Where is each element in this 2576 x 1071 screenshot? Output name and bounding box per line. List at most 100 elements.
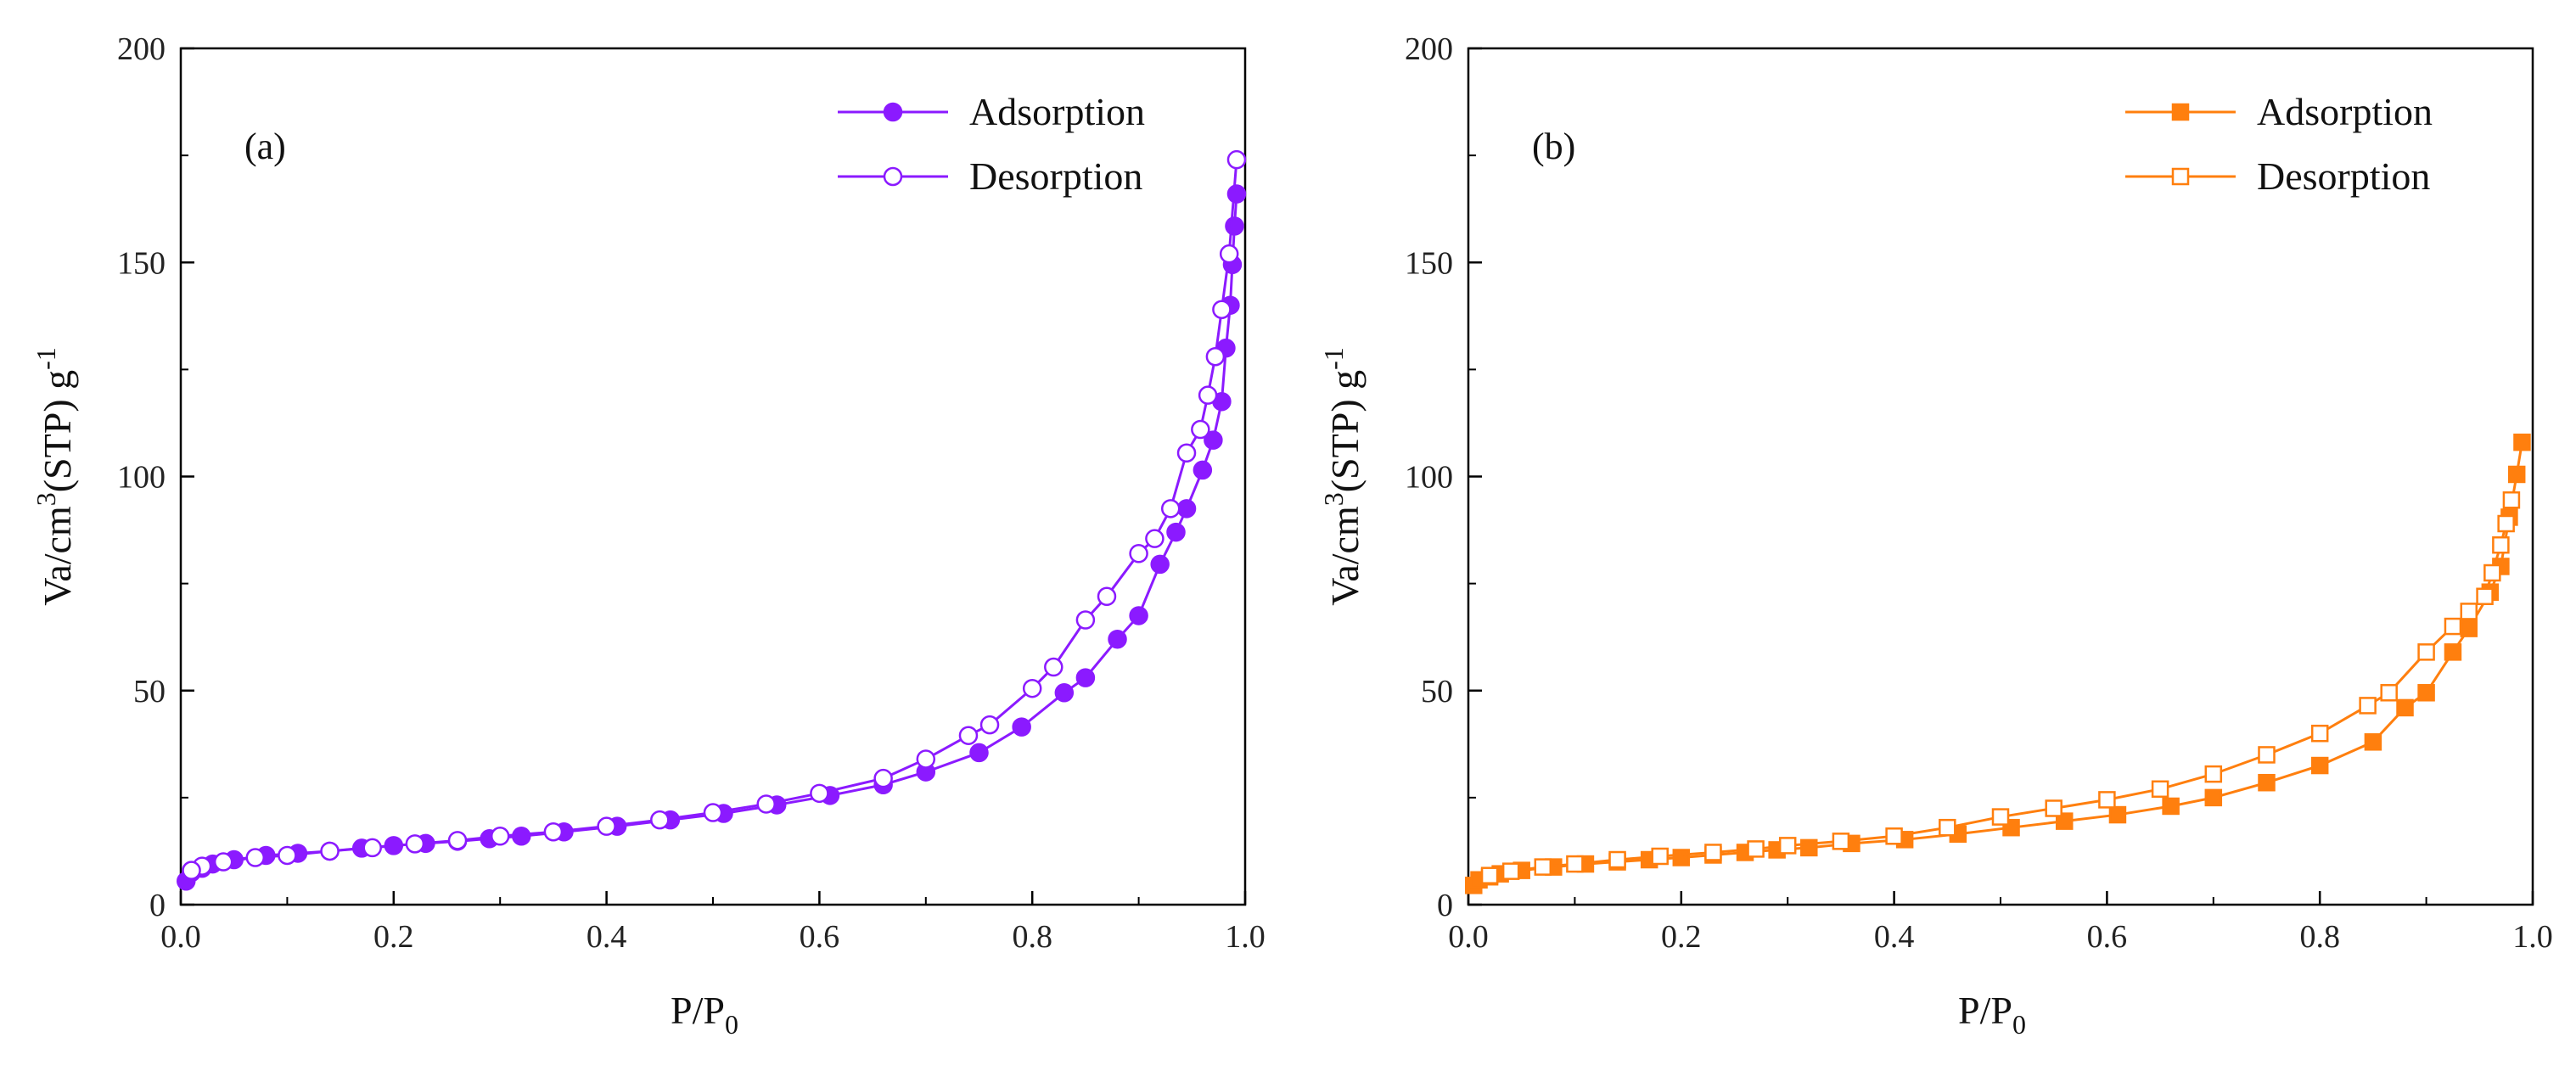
legend-entry-adsorption: Adsorption: [838, 90, 1145, 133]
data-point-desorption: [756, 794, 776, 814]
data-point-desorption: [1022, 678, 1042, 698]
x-tick-label: 0.4: [586, 919, 627, 955]
data-point-adsorption: [2417, 684, 2435, 702]
data-point-desorption: [2460, 603, 2478, 620]
data-point-adsorption: [2396, 698, 2414, 717]
data-point-desorption: [2483, 564, 2501, 582]
data-point-desorption: [320, 841, 340, 861]
data-point-desorption: [650, 810, 670, 830]
data-point-desorption: [182, 861, 201, 880]
data-point-adsorption: [2055, 812, 2074, 830]
y-tick-label: 200: [1405, 31, 1453, 67]
data-point-adsorption: [1012, 717, 1031, 737]
data-point-adsorption: [1204, 430, 1223, 450]
series-adsorption: [177, 184, 1247, 891]
data-point-desorption: [1651, 847, 1669, 866]
data-point-adsorption: [2507, 465, 2526, 484]
data-point-desorption: [1480, 866, 1499, 884]
data-point-adsorption: [2364, 733, 2382, 751]
x-tick-label: 0.6: [800, 919, 840, 955]
x-tick-label: 0.2: [373, 919, 414, 955]
y-tick-label: 50: [133, 674, 166, 709]
x-tick-label: 0.0: [160, 919, 201, 955]
data-point-desorption: [1044, 657, 1064, 677]
data-point-desorption: [1608, 850, 1626, 869]
data-point-desorption: [1704, 844, 1722, 861]
data-point-desorption: [2502, 491, 2521, 509]
data-point-desorption: [405, 834, 425, 854]
data-point-adsorption: [1176, 499, 1197, 519]
data-point-adsorption: [2460, 620, 2478, 637]
data-point-desorption: [1939, 818, 1956, 837]
legend-label: Adsorption: [2257, 90, 2433, 133]
data-point-desorption: [2417, 643, 2435, 661]
data-point-desorption: [1747, 840, 1765, 858]
data-point-adsorption: [1225, 216, 1244, 236]
data-point-desorption: [916, 749, 936, 769]
data-point-desorption: [362, 838, 382, 858]
legend-marker: [883, 166, 903, 187]
series-line-desorption: [190, 160, 1238, 872]
legend-entry-desorption: Desorption: [838, 154, 1142, 198]
data-point-desorption: [245, 848, 266, 867]
data-point-adsorption: [2513, 433, 2531, 451]
data-point-desorption: [2492, 536, 2510, 554]
data-point-desorption: [2098, 791, 2116, 809]
y-axis-title: Va/cm3(STP) g-1: [1318, 347, 1367, 606]
data-point-desorption: [1191, 419, 1210, 440]
series-desorption: [1480, 491, 2521, 884]
data-point-desorption: [958, 726, 979, 745]
data-point-desorption: [1212, 300, 1232, 319]
data-point-adsorption: [2162, 797, 2180, 816]
legend-entry-adsorption: Adsorption: [2125, 90, 2433, 133]
chart-panel-a: 0.0 0.2 0.4 0.6 0.8 1.0 0 50 100 150 200 P/P0 Va/cm3…: [31, 31, 1266, 1040]
data-point-desorption: [1534, 858, 1552, 876]
data-point-desorption: [2497, 514, 2515, 533]
data-point-desorption: [1198, 385, 1218, 405]
legend-label: Desorption: [2257, 154, 2430, 198]
x-tick-label: 0.0: [1448, 919, 1489, 955]
data-point-desorption: [490, 827, 510, 846]
x-axis-title: P/P0: [671, 989, 738, 1040]
data-point-desorption: [1205, 346, 1226, 367]
x-tick-label: 0.4: [1874, 919, 1915, 955]
x-tick-label: 0.8: [1012, 919, 1052, 955]
x-tick-label: 0.8: [2299, 919, 2340, 955]
panel-label: (a): [244, 126, 286, 167]
x-tick-label: 1.0: [2512, 919, 2553, 955]
data-point-desorption: [1226, 149, 1247, 170]
data-point-desorption: [2204, 765, 2223, 783]
y-tick-label: 200: [117, 31, 166, 67]
data-point-adsorption: [1226, 184, 1247, 204]
y-tick-label: 100: [117, 460, 166, 496]
data-point-desorption: [1097, 586, 1117, 607]
y-tick-label: 100: [1405, 460, 1453, 496]
data-point-desorption: [213, 852, 233, 872]
data-point-desorption: [1832, 833, 1850, 850]
chart-panel-b: 0.0 0.2 0.4 0.6 0.8 1.0 0 50 100 150 200 P/P0 Va/cm3…: [1318, 31, 2553, 1040]
data-point-adsorption: [1108, 629, 1127, 649]
data-point-desorption: [2151, 780, 2169, 799]
y-tick-label: 0: [149, 888, 166, 923]
data-point-adsorption: [969, 743, 989, 763]
data-point-desorption: [1075, 610, 1096, 630]
data-point-adsorption: [1054, 683, 1075, 703]
x-tick-label: 0.2: [1661, 919, 1702, 955]
data-point-desorption: [2310, 724, 2329, 743]
series-line-adsorption: [184, 193, 1238, 883]
data-point-adsorption: [1672, 849, 1691, 866]
data-point-adsorption: [2204, 788, 2223, 807]
data-point-desorption: [873, 768, 893, 788]
legend-label: Desorption: [969, 154, 1142, 198]
panel-label: (b): [1532, 126, 1575, 167]
data-point-desorption: [1145, 529, 1165, 548]
x-tick-label: 1.0: [1225, 919, 1266, 955]
data-point-desorption: [1501, 862, 1520, 880]
legend-label: Adsorption: [969, 90, 1145, 133]
data-point-desorption: [1778, 837, 1797, 855]
y-tick-label: 150: [1405, 245, 1453, 281]
data-point-desorption: [597, 816, 616, 836]
data-point-desorption: [2258, 746, 2276, 764]
legend-marker: [2171, 103, 2190, 121]
data-point-desorption: [1219, 244, 1239, 264]
